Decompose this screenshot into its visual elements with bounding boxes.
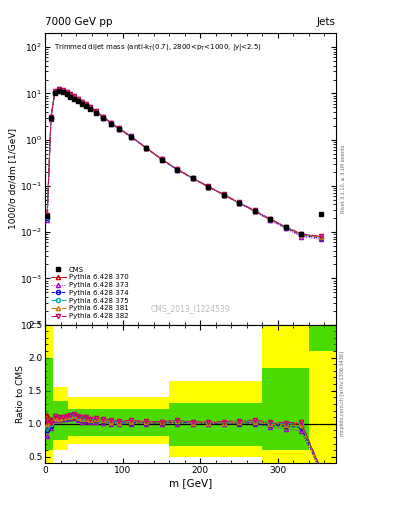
Text: 7000 GeV pp: 7000 GeV pp: [45, 16, 113, 27]
Y-axis label: 1000/σ dσ/dm [1/GeV]: 1000/σ dσ/dm [1/GeV]: [8, 129, 17, 229]
Text: Rivet 3.1.10, ≥ 3.1M events: Rivet 3.1.10, ≥ 3.1M events: [340, 145, 345, 213]
Legend: CMS, Pythia 6.428 370, Pythia 6.428 373, Pythia 6.428 374, Pythia 6.428 375, Pyt: CMS, Pythia 6.428 370, Pythia 6.428 373,…: [49, 265, 130, 321]
Y-axis label: Ratio to CMS: Ratio to CMS: [16, 365, 25, 423]
X-axis label: m [GeV]: m [GeV]: [169, 478, 212, 488]
Text: Jets: Jets: [317, 16, 336, 27]
Text: mcplots.cern.ch [arXiv:1306.3436]: mcplots.cern.ch [arXiv:1306.3436]: [340, 352, 345, 436]
Text: CMS_2013_I1224539: CMS_2013_I1224539: [151, 304, 230, 313]
Text: Trimmed dijet mass (anti-k$_\mathrm{T}$(0.7), 2800<p$_\mathrm{T}$<1000, |y|<2.5): Trimmed dijet mass (anti-k$_\mathrm{T}$(…: [54, 42, 262, 53]
